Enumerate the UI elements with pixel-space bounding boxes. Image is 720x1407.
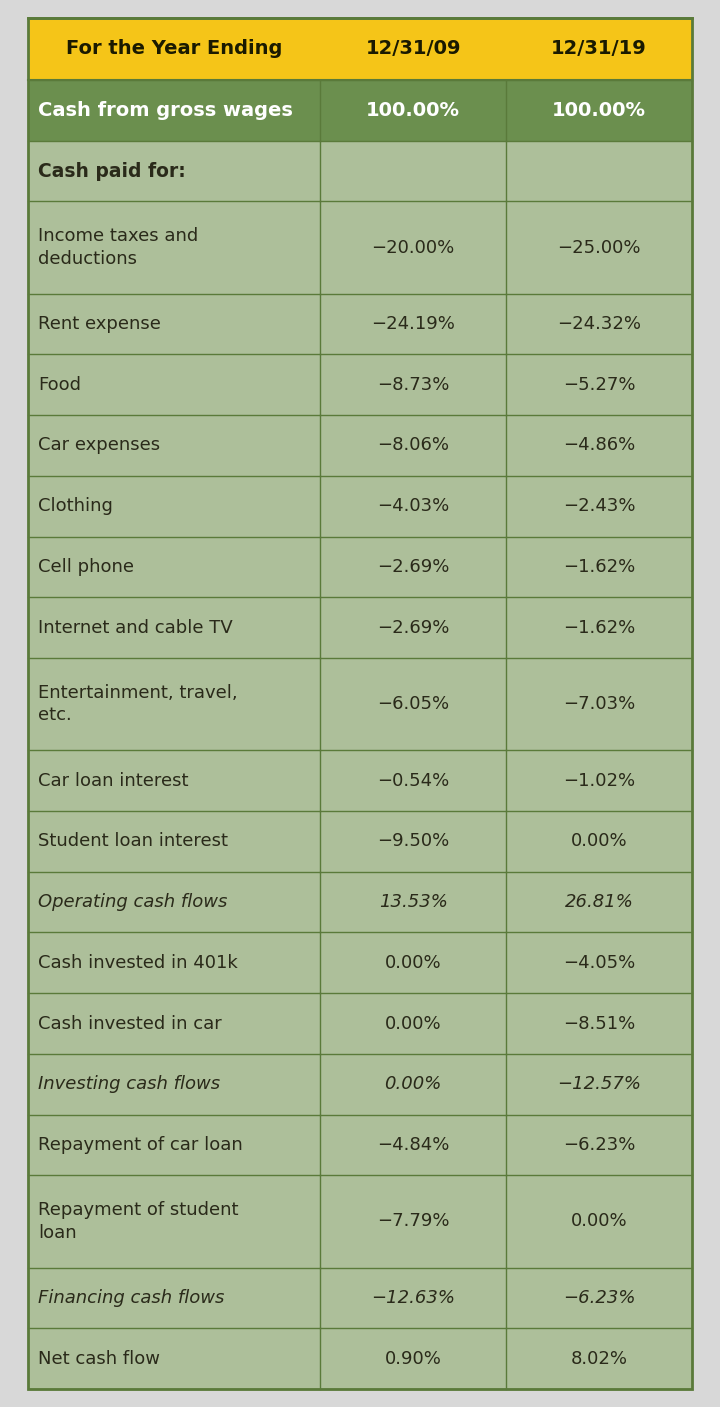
Text: Cash paid for:: Cash paid for:	[38, 162, 186, 180]
Text: −1.62%: −1.62%	[563, 619, 635, 637]
Text: −2.69%: −2.69%	[377, 619, 449, 637]
Text: Repayment of student
loan: Repayment of student loan	[38, 1202, 238, 1241]
Text: −7.79%: −7.79%	[377, 1213, 449, 1231]
Text: −8.06%: −8.06%	[377, 436, 449, 454]
Bar	[28, 1328, 692, 1389]
Text: Cash invested in 401k: Cash invested in 401k	[38, 954, 238, 972]
Text: −24.19%: −24.19%	[372, 315, 455, 333]
Text: Student loan interest: Student loan interest	[38, 833, 228, 850]
Text: −2.69%: −2.69%	[377, 559, 449, 575]
Bar	[28, 750, 692, 810]
Bar	[28, 18, 692, 80]
Text: −6.05%: −6.05%	[377, 695, 449, 713]
Text: −6.23%: −6.23%	[563, 1289, 635, 1307]
Text: 0.00%: 0.00%	[384, 1075, 442, 1093]
Text: Food: Food	[38, 376, 81, 394]
Text: −5.27%: −5.27%	[563, 376, 635, 394]
Text: Car loan interest: Car loan interest	[38, 771, 189, 789]
Text: −0.54%: −0.54%	[377, 771, 449, 789]
Bar	[28, 536, 692, 598]
Text: 0.90%: 0.90%	[384, 1349, 441, 1368]
Bar	[28, 201, 692, 294]
Text: 100.00%: 100.00%	[552, 101, 646, 120]
Bar	[28, 598, 692, 658]
Text: −6.23%: −6.23%	[563, 1135, 635, 1154]
Bar	[28, 1175, 692, 1268]
Text: −8.73%: −8.73%	[377, 376, 449, 394]
Text: −9.50%: −9.50%	[377, 833, 449, 850]
Bar	[28, 355, 692, 415]
Text: −12.63%: −12.63%	[371, 1289, 455, 1307]
Text: −20.00%: −20.00%	[372, 239, 455, 256]
Text: 8.02%: 8.02%	[570, 1349, 628, 1368]
Text: Car expenses: Car expenses	[38, 436, 160, 454]
Text: −24.32%: −24.32%	[557, 315, 641, 333]
Bar	[28, 810, 692, 872]
Text: Financing cash flows: Financing cash flows	[38, 1289, 225, 1307]
Bar	[28, 872, 692, 933]
Bar	[28, 1054, 692, 1114]
Text: −1.02%: −1.02%	[563, 771, 635, 789]
Text: 12/31/19: 12/31/19	[552, 39, 647, 59]
Text: 13.53%: 13.53%	[379, 893, 448, 912]
Text: Repayment of car loan: Repayment of car loan	[38, 1135, 243, 1154]
Text: 0.00%: 0.00%	[571, 1213, 627, 1231]
Text: 0.00%: 0.00%	[571, 833, 627, 850]
Text: Income taxes and
deductions: Income taxes and deductions	[38, 228, 198, 267]
Bar	[28, 1268, 692, 1328]
Bar	[28, 294, 692, 355]
Text: Rent expense: Rent expense	[38, 315, 161, 333]
Text: −2.43%: −2.43%	[563, 497, 635, 515]
Text: Cash from gross wages: Cash from gross wages	[38, 101, 293, 120]
Text: 0.00%: 0.00%	[384, 1014, 441, 1033]
Bar	[28, 415, 692, 476]
Text: −4.05%: −4.05%	[563, 954, 635, 972]
Text: Internet and cable TV: Internet and cable TV	[38, 619, 233, 637]
Text: −4.84%: −4.84%	[377, 1135, 449, 1154]
Text: Cash invested in car: Cash invested in car	[38, 1014, 222, 1033]
Bar	[28, 993, 692, 1054]
Bar	[28, 933, 692, 993]
Bar	[28, 1114, 692, 1175]
Text: −8.51%: −8.51%	[563, 1014, 635, 1033]
Text: 26.81%: 26.81%	[564, 893, 634, 912]
Text: Entertainment, travel,
etc.: Entertainment, travel, etc.	[38, 684, 238, 725]
Bar	[28, 141, 692, 201]
Text: Cell phone: Cell phone	[38, 559, 134, 575]
Text: −1.62%: −1.62%	[563, 559, 635, 575]
Text: 100.00%: 100.00%	[366, 101, 460, 120]
Text: 0.00%: 0.00%	[384, 954, 441, 972]
Text: −4.86%: −4.86%	[563, 436, 635, 454]
Text: Clothing: Clothing	[38, 497, 113, 515]
Bar	[28, 80, 692, 141]
Text: Investing cash flows: Investing cash flows	[38, 1075, 220, 1093]
Text: 12/31/09: 12/31/09	[365, 39, 461, 59]
Text: Net cash flow: Net cash flow	[38, 1349, 160, 1368]
Text: −7.03%: −7.03%	[563, 695, 635, 713]
Text: For the Year Ending: For the Year Ending	[66, 39, 282, 59]
Bar	[28, 476, 692, 536]
Text: −25.00%: −25.00%	[557, 239, 641, 256]
Text: Operating cash flows: Operating cash flows	[38, 893, 228, 912]
Bar	[28, 658, 692, 750]
Text: −4.03%: −4.03%	[377, 497, 449, 515]
Text: −12.57%: −12.57%	[557, 1075, 641, 1093]
